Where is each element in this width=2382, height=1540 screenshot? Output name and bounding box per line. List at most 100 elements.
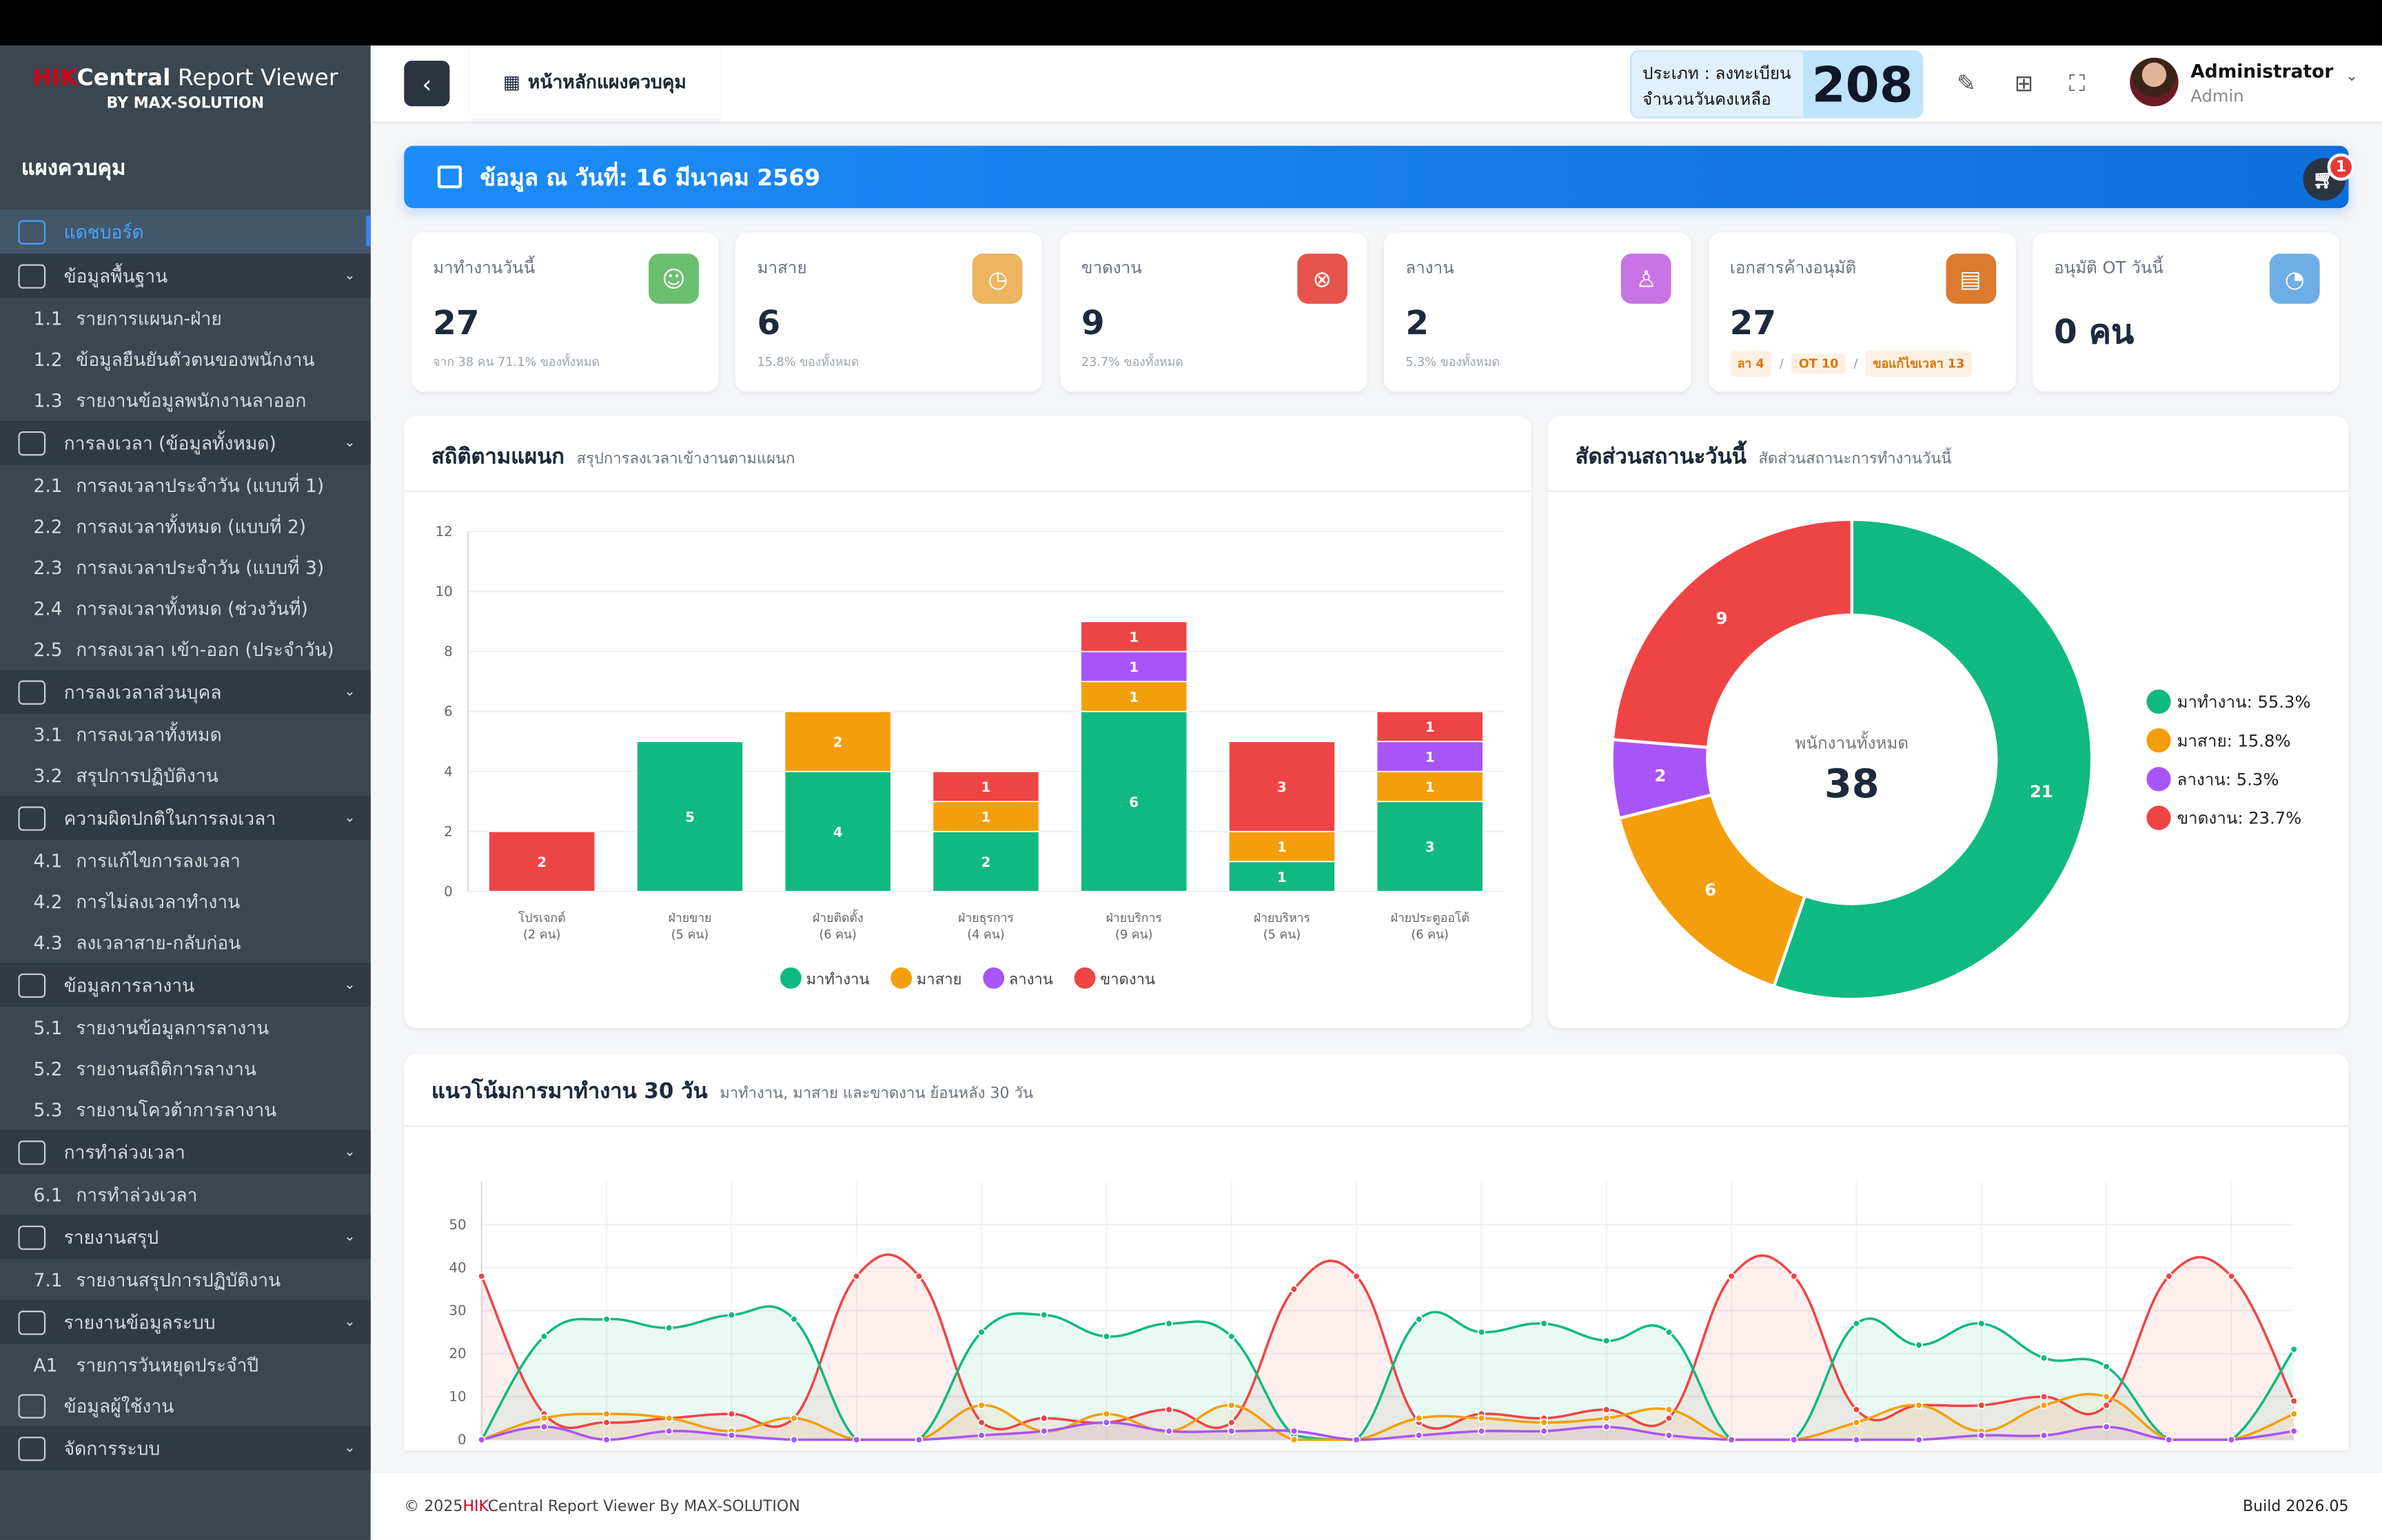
series-line[interactable] [480,1253,2295,1430]
data-point[interactable] [977,1401,986,1410]
data-point[interactable] [1290,1285,1299,1293]
legend-label[interactable]: ลางาน: 5.3% [2177,770,2279,790]
legend-label[interactable]: มาทำงาน: 55.3% [2177,692,2310,712]
data-point[interactable] [1852,1406,1861,1414]
data-point[interactable] [1415,1315,1423,1324]
data-point[interactable] [1977,1431,1986,1439]
sidebar-item[interactable]: รายงานสรุป ⌄ [0,1215,371,1260]
data-point[interactable] [1040,1427,1048,1435]
data-point[interactable] [2102,1393,2110,1401]
data-point[interactable] [1665,1414,1673,1422]
data-point[interactable] [602,1315,611,1324]
bar-segment[interactable] [932,770,1040,803]
data-point[interactable] [1290,1435,1299,1444]
stat-card[interactable]: มาสาย 6 15.8% ของทั้งหมด ◷ [735,232,1043,392]
pending-chip[interactable]: OT 10 [1791,353,1846,374]
data-point[interactable] [1228,1401,1236,1410]
data-point[interactable] [1977,1320,1986,1328]
data-point[interactable] [2102,1423,2110,1431]
sidebar-item[interactable]: ข้อมูลพื้นฐาน ⌄ [0,254,371,298]
sidebar-item[interactable]: 2.1 การลงเวลาประจำวัน (แบบที่ 1) [0,464,371,506]
sidebar-item[interactable]: การลงเวลา (ข้อมูลทั้งหมด) ⌄ [0,420,371,465]
fullscreen-icon[interactable]: ⛶ [2068,70,2086,98]
data-point[interactable] [1102,1332,1111,1341]
data-point[interactable] [1665,1328,1673,1337]
data-point[interactable] [853,1272,861,1280]
stat-card[interactable]: อนุมัติ OT วันนี้ 0 คน ◔ [2033,232,2340,392]
data-point[interactable] [1915,1435,1923,1444]
user-menu[interactable]: Administrator Admin ⌄ [2190,61,2358,106]
data-point[interactable] [1602,1423,1611,1431]
data-point[interactable] [727,1431,736,1439]
bar-segment[interactable] [1228,741,1336,832]
data-point[interactable] [1228,1418,1236,1427]
donut-slice[interactable] [1611,517,1854,750]
sidebar-item[interactable]: 3.1 การลงเวลาทั้งหมด [0,714,371,755]
data-point[interactable] [2165,1272,2173,1280]
data-point[interactable] [540,1414,549,1422]
series-line[interactable] [481,1421,2294,1441]
data-point[interactable] [1790,1272,1798,1280]
sidebar-item[interactable]: 3.2 สรุปการปฏิบัติงาน [0,754,371,796]
bar-segment[interactable] [932,830,1040,892]
sidebar-item[interactable]: A1 รายการวันหยุดประจำปี [0,1344,371,1386]
data-point[interactable] [1915,1341,1923,1349]
data-point[interactable] [1352,1435,1361,1444]
legend-label[interactable]: มาทำงาน [806,971,869,988]
data-point[interactable] [1790,1435,1798,1444]
data-point[interactable] [602,1410,611,1418]
bar-segment[interactable] [1376,710,1484,743]
bar-segment[interactable] [1080,681,1188,712]
data-point[interactable] [1415,1431,1423,1439]
pending-chip[interactable]: ลา 4 [1729,351,1772,377]
sidebar-item[interactable]: 5.3 รายงานโควต้าการลางาน [0,1089,371,1130]
sidebar-item[interactable]: 4.1 การแก้ไขการลงเวลา [0,840,371,881]
stat-card[interactable]: มาทำงานวันนี้ 27 จาก 38 คน 71.1% ของทั้งหม… [411,232,719,392]
data-point[interactable] [1352,1272,1361,1280]
sidebar-item[interactable]: 7.1 รายงานสรุปการปฏิบัติงาน [0,1259,371,1300]
data-point[interactable] [790,1435,798,1444]
data-point[interactable] [1977,1401,1986,1410]
data-point[interactable] [790,1414,798,1422]
data-point[interactable] [2039,1431,2048,1439]
stat-card[interactable]: ขาดงาน 9 23.7% ของทั้งหมด ⊗ [1060,232,1367,392]
data-point[interactable] [977,1418,986,1427]
pending-chip[interactable]: ขอแก้ไขเวลา 13 [1865,351,1973,377]
data-point[interactable] [1727,1435,1735,1444]
data-point[interactable] [790,1315,798,1324]
data-point[interactable] [1040,1414,1048,1422]
data-point[interactable] [853,1435,861,1444]
sidebar-item[interactable]: 5.1 รายงานข้อมูลการลางาน [0,1007,371,1048]
data-point[interactable] [915,1272,924,1280]
bar-segment[interactable] [1080,710,1188,892]
donut-slice[interactable] [1771,517,2094,1001]
data-point[interactable] [727,1410,736,1418]
data-point[interactable] [1228,1427,1236,1435]
data-point[interactable] [1665,1431,1673,1439]
sidebar-item[interactable]: 5.2 รายงานสถิติการลางาน [0,1048,371,1089]
user-name[interactable]: Administrator [2190,61,2334,83]
sidebar-item[interactable]: 6.1 การทำล่วงเวลา [0,1174,371,1215]
data-point[interactable] [2039,1354,2048,1362]
stat-card[interactable]: เอกสารค้างอนุมัติ 27 ▤ ลา 4 / OT 10 / ขอแก้ไขเว… [1708,232,2015,392]
bar-segment[interactable] [932,801,1040,832]
cart-button[interactable]: 🛒︎ 1 [2303,153,2355,201]
legend-label[interactable]: ขาดงาน: 23.7% [2177,808,2301,828]
data-point[interactable] [540,1332,549,1341]
bar-segment[interactable] [1080,621,1188,653]
data-point[interactable] [977,1328,986,1337]
data-point[interactable] [2227,1435,2236,1444]
data-point[interactable] [2039,1401,2048,1410]
data-point[interactable] [1040,1311,1048,1320]
data-point[interactable] [1415,1414,1423,1422]
data-point[interactable] [1477,1427,1486,1435]
data-point[interactable] [477,1435,486,1444]
data-point[interactable] [2227,1272,2236,1280]
bar-segment[interactable] [1376,801,1484,892]
legend-label[interactable]: มาสาย [917,971,962,988]
data-point[interactable] [1228,1332,1236,1341]
data-point[interactable] [664,1427,673,1435]
bar-segment[interactable] [1080,650,1188,682]
data-point[interactable] [1915,1401,1923,1410]
data-point[interactable] [1540,1427,1548,1435]
